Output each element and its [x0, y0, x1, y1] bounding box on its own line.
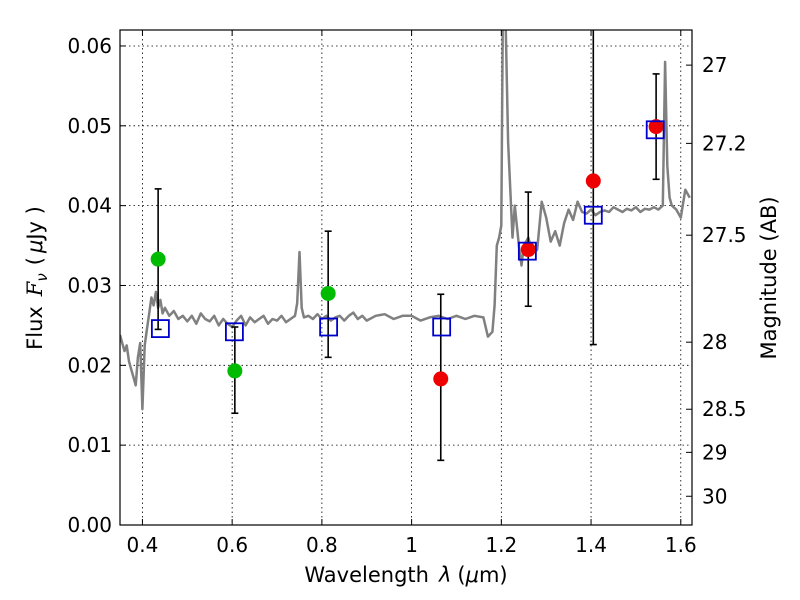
- data-point: [433, 371, 449, 387]
- model-point: [583, 205, 603, 225]
- x-tick-label: 1.4: [575, 533, 607, 557]
- data-point: [585, 173, 601, 189]
- plot-background: [120, 30, 692, 525]
- data-point: [150, 251, 166, 267]
- x-axis-title: Wavelength λ (μm): [304, 563, 507, 587]
- y-axis-title: FluxFν(μJy ): [23, 206, 51, 350]
- y-tick-label: 0.04: [67, 194, 112, 218]
- spectrum-line: [120, 30, 691, 411]
- y2-tick-label: 28.5: [702, 397, 747, 421]
- x-tick-label: 0.8: [306, 533, 338, 557]
- data-point: [648, 119, 664, 135]
- data-point: [320, 285, 336, 301]
- model-point: [224, 322, 244, 342]
- y-tick-label: 0.06: [67, 34, 112, 58]
- axis-tick-labels: 0.4 0.6 0.8 1 1.2 1.4 1.6 0.00 0.01 0.02 0.03 0.04 0…: [67, 34, 746, 557]
- x-tick-label: 0.6: [216, 533, 248, 557]
- y-tick-label: 0.01: [67, 433, 112, 457]
- y2-tick-label: 27.5: [702, 223, 747, 247]
- axis-ticks: [120, 30, 692, 526]
- y2-tick-label: 27.2: [702, 131, 747, 155]
- x-tick-label: 1: [405, 533, 418, 557]
- plot-frame: [119, 29, 693, 526]
- x-tick-label: 1.6: [665, 533, 697, 557]
- model-point: [517, 241, 537, 261]
- model-point: [432, 317, 452, 337]
- x-tick-label: 1.2: [485, 533, 517, 557]
- data-point: [227, 363, 243, 379]
- model-point: [150, 319, 170, 338]
- y2-tick-label: 29: [702, 440, 727, 464]
- plot-content: [120, 30, 691, 462]
- grid: [120, 30, 692, 526]
- y-tick-label: 0.02: [67, 353, 112, 377]
- x-tick-label: 0.4: [127, 533, 159, 557]
- y-tick-label: 0.05: [67, 114, 112, 138]
- y2-tick-label: 30: [702, 484, 727, 508]
- y2-axis-title: Magnitude (AB): [757, 196, 781, 359]
- model-point: [645, 120, 665, 140]
- y-tick-label: 0.03: [67, 273, 112, 297]
- y2-tick-label: 28: [702, 330, 727, 354]
- y2-tick-label: 27: [702, 53, 727, 77]
- data-markers: [150, 119, 665, 387]
- y-tick-label: 0.00: [67, 513, 112, 537]
- model-point: [319, 317, 339, 337]
- data-point: [520, 242, 536, 258]
